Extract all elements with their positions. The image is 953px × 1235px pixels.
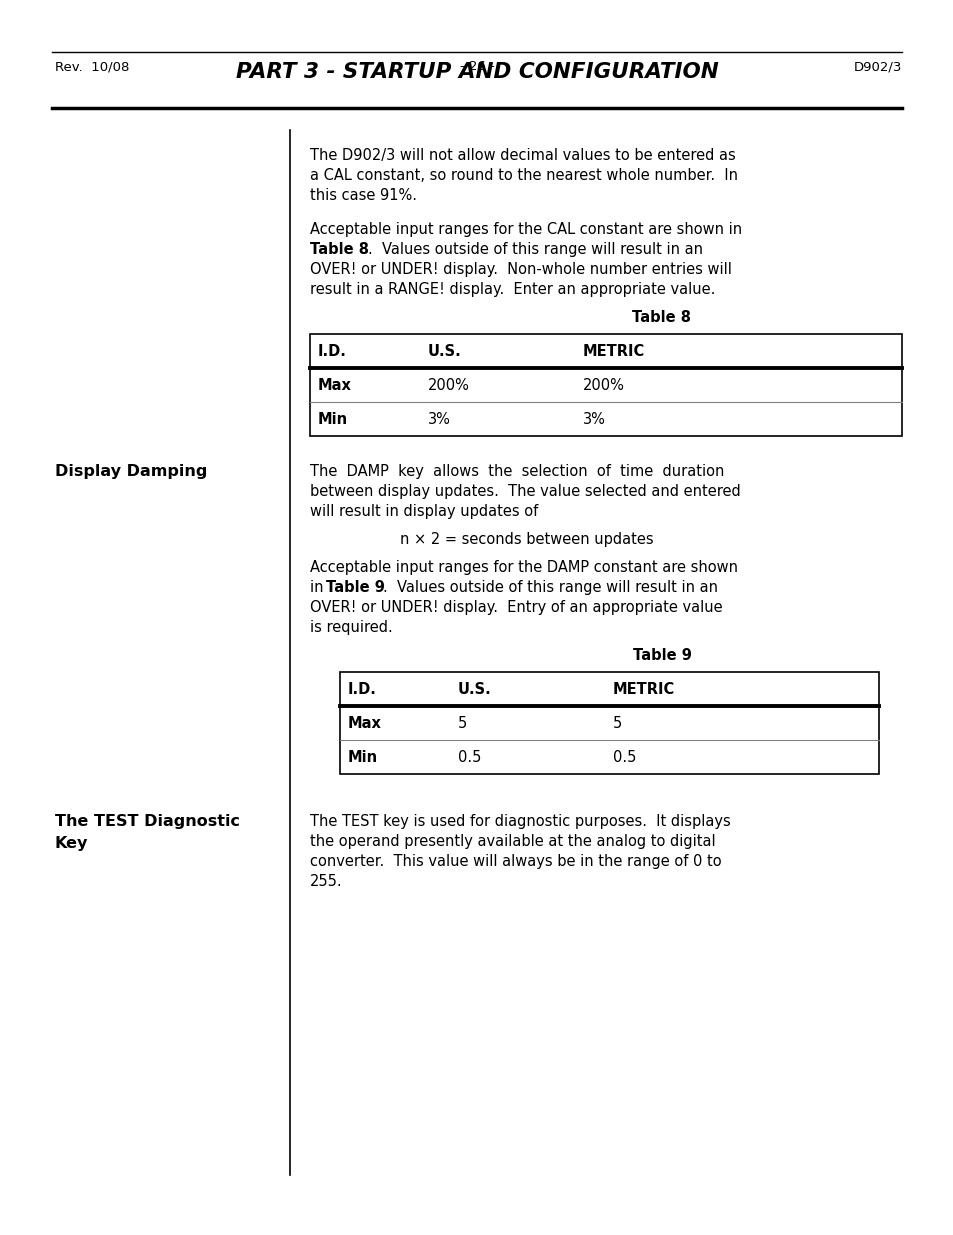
Text: 3%: 3% xyxy=(428,411,451,426)
Text: n × 2 = seconds between updates: n × 2 = seconds between updates xyxy=(399,532,653,547)
Text: converter.  This value will always be in the range of 0 to: converter. This value will always be in … xyxy=(310,853,720,869)
Text: Min: Min xyxy=(348,750,377,764)
Text: METRIC: METRIC xyxy=(613,682,675,697)
Text: Min: Min xyxy=(317,411,348,426)
Text: Max: Max xyxy=(317,378,352,393)
Text: Acceptable input ranges for the DAMP constant are shown: Acceptable input ranges for the DAMP con… xyxy=(310,559,738,576)
Text: U.S.: U.S. xyxy=(428,343,461,358)
Text: METRIC: METRIC xyxy=(582,343,644,358)
Text: the operand presently available at the analog to digital: the operand presently available at the a… xyxy=(310,834,715,848)
Text: .  Values outside of this range will result in an: . Values outside of this range will resu… xyxy=(368,242,702,257)
Text: in: in xyxy=(310,580,328,595)
Text: Display Damping: Display Damping xyxy=(55,464,207,479)
Text: a CAL constant, so round to the nearest whole number.  In: a CAL constant, so round to the nearest … xyxy=(310,168,738,183)
Text: Table 9: Table 9 xyxy=(632,648,691,663)
Text: OVER! or UNDER! display.  Entry of an appropriate value: OVER! or UNDER! display. Entry of an app… xyxy=(310,600,721,615)
Text: U.S.: U.S. xyxy=(457,682,491,697)
Text: The D902/3 will not allow decimal values to be entered as: The D902/3 will not allow decimal values… xyxy=(310,148,735,163)
Text: 255.: 255. xyxy=(310,874,342,889)
Text: Table 9: Table 9 xyxy=(326,580,384,595)
Text: is required.: is required. xyxy=(310,620,393,635)
Text: 0.5: 0.5 xyxy=(613,750,636,764)
Text: D902/3: D902/3 xyxy=(853,61,901,73)
Text: Key: Key xyxy=(55,836,89,851)
Text: .  Values outside of this range will result in an: . Values outside of this range will resu… xyxy=(382,580,718,595)
Text: 5: 5 xyxy=(613,715,621,730)
Text: 3%: 3% xyxy=(582,411,605,426)
Text: between display updates.  The value selected and entered: between display updates. The value selec… xyxy=(310,484,740,499)
Text: PART 3 - STARTUP AND CONFIGURATION: PART 3 - STARTUP AND CONFIGURATION xyxy=(235,62,718,82)
Bar xyxy=(310,333,901,436)
Text: The TEST key is used for diagnostic purposes.  It displays: The TEST key is used for diagnostic purp… xyxy=(310,814,730,829)
Text: 5: 5 xyxy=(457,715,467,730)
Text: this case 91%.: this case 91%. xyxy=(310,188,416,203)
Text: 200%: 200% xyxy=(428,378,470,393)
Text: I.D.: I.D. xyxy=(317,343,347,358)
Text: result in a RANGE! display.  Enter an appropriate value.: result in a RANGE! display. Enter an app… xyxy=(310,282,715,296)
Text: 200%: 200% xyxy=(582,378,624,393)
Text: Max: Max xyxy=(348,715,381,730)
Text: Table 8: Table 8 xyxy=(632,310,691,325)
Text: OVER! or UNDER! display.  Non-whole number entries will: OVER! or UNDER! display. Non-whole numbe… xyxy=(310,262,731,277)
Text: The TEST Diagnostic: The TEST Diagnostic xyxy=(55,814,240,829)
Text: - 26 -: - 26 - xyxy=(459,61,494,73)
Text: The  DAMP  key  allows  the  selection  of  time  duration: The DAMP key allows the selection of tim… xyxy=(310,464,723,479)
Text: Acceptable input ranges for the CAL constant are shown in: Acceptable input ranges for the CAL cons… xyxy=(310,222,741,237)
Text: will result in display updates of: will result in display updates of xyxy=(310,504,537,519)
Bar xyxy=(339,672,878,774)
Text: 0.5: 0.5 xyxy=(457,750,481,764)
Text: I.D.: I.D. xyxy=(348,682,376,697)
Text: Table 8: Table 8 xyxy=(310,242,369,257)
Text: Rev.  10/08: Rev. 10/08 xyxy=(55,61,130,73)
